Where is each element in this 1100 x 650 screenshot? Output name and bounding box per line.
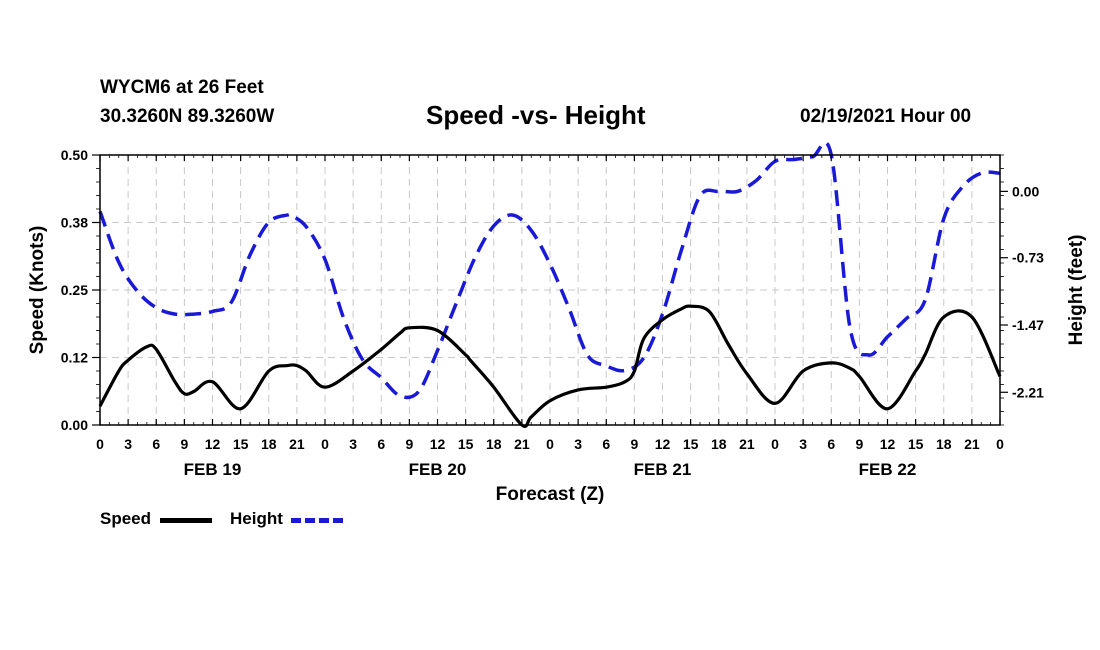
legend-speed-swatch — [160, 518, 212, 523]
x-tick-label: 21 — [964, 436, 980, 452]
x-tick-label: 0 — [96, 436, 104, 452]
date-label: FEB 19 — [184, 460, 242, 479]
y2-tick-label: -0.73 — [1012, 250, 1044, 266]
x-tick-label: 18 — [936, 436, 952, 452]
y2-tick-label: 0.00 — [1012, 183, 1039, 199]
x-tick-label: 12 — [205, 436, 221, 452]
station-label: WYCM6 at 26 Feet — [100, 77, 264, 98]
x-axis-title: Forecast (Z) — [496, 484, 605, 505]
coordinates-label: 30.3260N 89.3260W — [100, 106, 275, 127]
x-tick-label: 6 — [377, 436, 385, 452]
x-tick-label: 3 — [799, 436, 807, 452]
x-tick-label: 3 — [574, 436, 582, 452]
x-tick-label: 6 — [152, 436, 160, 452]
date-label: FEB 22 — [859, 460, 917, 479]
x-tick-label: 12 — [655, 436, 671, 452]
x-tick-label: 18 — [486, 436, 502, 452]
x-tick-label: 15 — [683, 436, 699, 452]
x-tick-label: 18 — [261, 436, 277, 452]
x-tick-label: 9 — [855, 436, 863, 452]
y-tick-label: 0.25 — [61, 282, 88, 298]
legend-speed-label: Speed — [100, 509, 152, 528]
x-tick-label: 12 — [430, 436, 446, 452]
y2-tick-label: -2.21 — [1012, 384, 1044, 400]
x-tick-label: 15 — [233, 436, 249, 452]
x-tick-label: 15 — [908, 436, 924, 452]
x-tick-label: 21 — [514, 436, 530, 452]
height-series-line — [98, 140, 1001, 400]
x-tick-label: 0 — [321, 436, 329, 452]
y2-tick-label: -1.47 — [1012, 317, 1044, 333]
x-tick-label: 15 — [458, 436, 474, 452]
forecast-datetime: 02/19/2021 Hour 00 — [800, 106, 972, 127]
x-tick-label: 9 — [630, 436, 638, 452]
date-label: FEB 21 — [634, 460, 692, 479]
x-tick-label: 9 — [405, 436, 413, 452]
date-label: FEB 20 — [409, 460, 467, 479]
axis-ticks: 0 3 6 9 12 15 18 21 0 3 6 9 12 15 18 21 0 3 6 9 12 15 18 21 0 3 6 9… — [61, 147, 1044, 479]
y-tick-label: 0.00 — [61, 417, 88, 433]
y-tick-label: 0.50 — [61, 147, 88, 163]
x-tick-label: 6 — [602, 436, 610, 452]
series-lines — [98, 140, 1002, 428]
x-tick-label: 3 — [124, 436, 132, 452]
legend-height-label: Height — [230, 509, 283, 528]
y-tick-label: 0.38 — [61, 215, 88, 231]
x-tick-label: 3 — [349, 436, 357, 452]
speed-series-line — [98, 304, 1002, 428]
x-tick-label: 0 — [546, 436, 554, 452]
x-tick-label: 21 — [289, 436, 305, 452]
legend-height-swatch — [291, 518, 343, 523]
grid-lines — [100, 155, 1000, 425]
x-tick-label: 6 — [827, 436, 835, 452]
y-axis-title: Speed (Knots) — [27, 226, 48, 355]
x-tick-label: 18 — [711, 436, 727, 452]
x-tick-label: 21 — [739, 436, 755, 452]
chart-title: Speed -vs- Height — [426, 100, 646, 130]
x-tick-label: 0 — [996, 436, 1004, 452]
y2-axis-title: Height (feet) — [1066, 235, 1087, 346]
x-tick-label: 9 — [180, 436, 188, 452]
x-tick-label: 12 — [880, 436, 896, 452]
x-tick-label: 0 — [771, 436, 779, 452]
y-tick-label: 0.12 — [61, 350, 88, 366]
